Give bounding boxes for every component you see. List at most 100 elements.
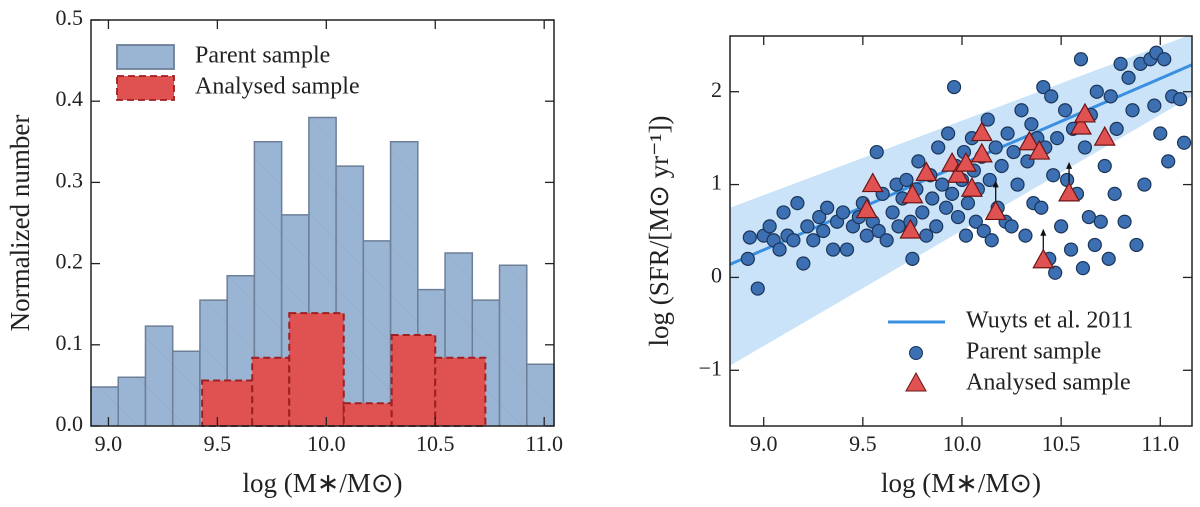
x-tick-label: 9.0: [95, 431, 123, 456]
bar: [201, 379, 254, 428]
circle-point: [1054, 219, 1069, 234]
circle-point: [796, 256, 811, 271]
bar-hatch: [363, 240, 391, 426]
triangle-point: [1032, 248, 1055, 269]
triangle-point: [1093, 125, 1116, 146]
y-tick-label: 1: [711, 170, 722, 195]
circle-point: [915, 205, 930, 220]
limit-arrowhead: [992, 180, 999, 188]
circle-point: [1034, 200, 1049, 215]
circle-point: [772, 242, 787, 257]
triangle-point: [1028, 139, 1051, 160]
circle-point: [1125, 103, 1140, 118]
legend-swatch: [116, 44, 175, 70]
circle-point: [1004, 219, 1019, 234]
triangle-point: [1018, 130, 1041, 151]
circle-point: [1101, 251, 1116, 266]
x-tick-label: 9.5: [204, 431, 232, 456]
bar-hatch: [526, 364, 554, 426]
circle-point: [835, 205, 851, 220]
bar: [390, 334, 437, 427]
circle-point: [935, 177, 950, 192]
circle-point: [1157, 52, 1172, 67]
clip-group: [90, 116, 555, 428]
x-tick-label: 9.0: [750, 431, 778, 456]
y-tick-label: −1: [699, 355, 722, 380]
triangle-point: [899, 218, 922, 239]
triangle-point: [861, 172, 884, 193]
circle-point: [1109, 121, 1124, 136]
y-tick-label: 0: [711, 262, 722, 287]
legend-label: Analysed sample: [195, 74, 360, 100]
triangle-point: [970, 142, 993, 163]
circle-point: [1176, 135, 1192, 150]
legend-label: Parent sample: [195, 43, 330, 69]
circle-point: [1063, 242, 1079, 257]
triangle-point: [947, 163, 970, 183]
circle-point: [740, 251, 755, 266]
circle-point: [925, 191, 940, 206]
triangle-point: [960, 176, 983, 197]
triangle-point: [855, 198, 878, 219]
legend: Parent sample Analysed sample: [116, 43, 360, 101]
circle-point: [1036, 79, 1051, 95]
circle-point: [800, 219, 815, 234]
x-tick-label: 10.0: [943, 431, 982, 456]
bar: [342, 402, 393, 428]
x-tick-label: 10.5: [1042, 431, 1081, 456]
bar-edge: [389, 141, 419, 426]
circle-point: [980, 112, 995, 127]
frame: [729, 35, 1193, 427]
bar-hatch: [118, 377, 146, 426]
circle-point: [869, 144, 884, 160]
circle-point: [1097, 158, 1112, 174]
circle-point: [820, 200, 835, 215]
circle-point: [1093, 214, 1108, 229]
triangle-point: [1069, 114, 1092, 135]
bar-hatch: [172, 351, 200, 426]
circle-point: [976, 223, 991, 239]
circle-point: [1048, 265, 1063, 280]
circle-point: [1010, 177, 1025, 192]
legend-label: Parent sample: [966, 339, 1101, 365]
circle-point: [871, 223, 886, 239]
x-tick-label: 10.5: [416, 431, 455, 456]
circle-point: [885, 205, 900, 220]
circle-point: [982, 172, 997, 188]
triangle-point: [970, 121, 993, 142]
circle-point: [790, 196, 805, 211]
y-tick-label: 0.1: [56, 330, 84, 355]
circle-point: [968, 214, 983, 229]
circle-point: [879, 233, 894, 248]
circle-point: [1073, 52, 1089, 67]
circle-point: [839, 242, 855, 257]
y-axis-label: Normalized number: [5, 115, 35, 332]
legend: Wuyts et al. 2011 Parent sample Analysed s…: [888, 308, 1133, 396]
circle-point: [939, 200, 954, 215]
circle-point: [911, 154, 926, 169]
circle-point: [1046, 168, 1061, 183]
triangle-point: [915, 161, 938, 182]
bar-hatch: [499, 265, 527, 426]
circle-point: [1006, 144, 1021, 160]
circle-point: [750, 281, 765, 296]
legend-marker: [905, 371, 927, 392]
bar: [434, 356, 487, 427]
circle-point: [859, 228, 874, 243]
circle-point: [762, 219, 777, 234]
bar: [288, 312, 345, 427]
circle-point: [1107, 186, 1122, 201]
frame: [90, 19, 555, 427]
circle-point: [1147, 98, 1162, 113]
circle-point: [816, 223, 831, 239]
x-tick-label: 10.0: [307, 431, 346, 456]
circle-point: [1075, 261, 1091, 276]
circle-point: [1000, 126, 1015, 141]
circle-point: [806, 233, 821, 248]
circle-point: [941, 126, 956, 141]
plot-area: 9.0 9.5 10.0 10.5 11.0 0.0 0.1 0.2 0.3 0.4 0.5 log …: [5, 5, 563, 498]
circle-point: [899, 172, 914, 188]
circle-point: [958, 228, 974, 243]
circle-point: [1014, 103, 1029, 118]
